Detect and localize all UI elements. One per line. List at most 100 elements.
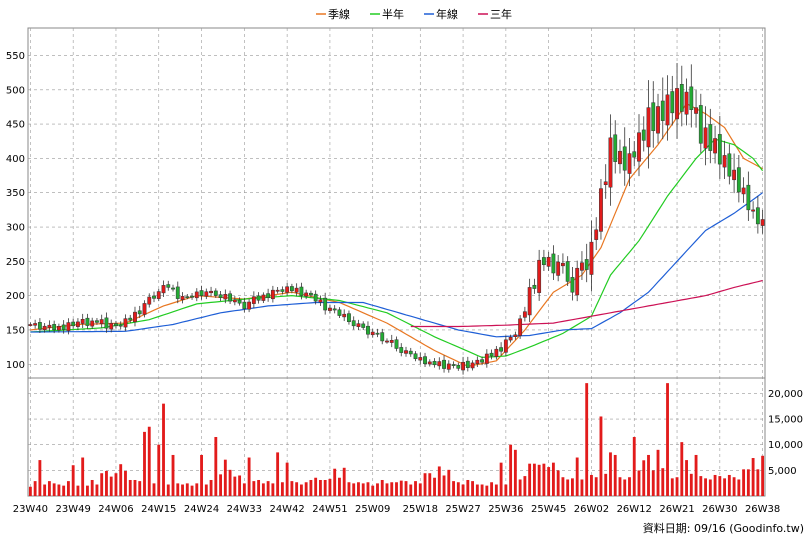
price-tick-label-500: 500 xyxy=(6,85,25,96)
candle-body-39 xyxy=(213,290,218,296)
volume-bar-130 xyxy=(647,454,650,496)
candle-body-7 xyxy=(61,324,66,330)
volume-bar-81 xyxy=(414,481,417,496)
volume-bar-1 xyxy=(33,481,37,496)
candle-body-153 xyxy=(755,207,760,225)
candle-body-133 xyxy=(660,100,665,121)
legend-label-0: 季線 xyxy=(328,7,350,21)
volume-bar-111 xyxy=(556,470,560,496)
volume-bar-131 xyxy=(651,470,655,496)
candle-body-119 xyxy=(594,229,599,240)
legend: 季線 半年 年線 三年 xyxy=(316,7,512,21)
volume-bar-12 xyxy=(86,485,89,496)
volume-bar-104 xyxy=(523,476,527,496)
candle-body-72 xyxy=(370,331,375,336)
volume-bar-100 xyxy=(504,484,508,496)
volume-bar-148 xyxy=(732,477,736,496)
candle-body-151 xyxy=(746,184,751,211)
candle-body-27 xyxy=(156,291,161,299)
candle-body-93 xyxy=(470,362,475,369)
candle-body-152 xyxy=(751,209,756,212)
volume-tick-label-20000: 20,000 xyxy=(768,389,803,400)
volume-bar-93 xyxy=(471,481,475,496)
x-tick-label-13: 26W02 xyxy=(574,504,609,515)
candle-body-21 xyxy=(128,317,133,321)
volume-bar-24 xyxy=(143,431,146,496)
volume-bar-69 xyxy=(357,482,360,496)
candle-body-150 xyxy=(741,187,746,195)
candle-body-55 xyxy=(289,286,294,292)
volume-bar-151 xyxy=(746,469,750,496)
candle-body-18 xyxy=(114,323,118,327)
candle-body-130 xyxy=(646,107,651,148)
candle-body-14 xyxy=(95,320,99,323)
volume-bar-120 xyxy=(599,416,603,496)
volume-bar-39 xyxy=(214,437,218,496)
volume-bar-125 xyxy=(623,479,627,496)
volume-bar-144 xyxy=(713,474,717,496)
candle-body-54 xyxy=(285,286,290,293)
candle-body-13 xyxy=(90,320,95,327)
candle-body-59 xyxy=(308,292,313,296)
volume-bar-23 xyxy=(138,481,142,496)
volume-bar-13 xyxy=(90,479,94,496)
ma-line-2 xyxy=(30,192,763,338)
candle-body-144 xyxy=(713,138,717,154)
volume-bar-115 xyxy=(575,457,579,496)
candle-body-112 xyxy=(561,262,565,267)
candle-body-33 xyxy=(185,296,190,299)
volume-bar-62 xyxy=(323,479,327,496)
candle-body-100 xyxy=(503,339,508,353)
candle-body-97 xyxy=(489,352,494,357)
candle-body-114 xyxy=(570,277,575,293)
legend-label-1: 半年 xyxy=(382,7,404,21)
candle-body-10 xyxy=(76,321,80,327)
volume-bar-60 xyxy=(314,477,318,496)
candle-body-60 xyxy=(313,293,318,302)
data-date-footer: 資料日期: 09/16 (Goodinfo.tw) xyxy=(643,521,804,535)
volume-bar-19 xyxy=(119,464,123,496)
candle-body-111 xyxy=(556,261,561,276)
volume-bar-105 xyxy=(528,463,532,496)
candle-body-6 xyxy=(56,326,61,331)
volume-bar-56 xyxy=(295,482,299,496)
volume-bar-127 xyxy=(632,437,636,496)
volume-bar-124 xyxy=(618,477,622,496)
volume-bar-27 xyxy=(157,444,161,496)
volume-bar-78 xyxy=(399,480,403,496)
candle-body-120 xyxy=(599,188,603,232)
candle-body-26 xyxy=(152,295,156,299)
volume-bar-74 xyxy=(380,479,384,496)
volume-bar-66 xyxy=(342,467,346,496)
volume-bar-135 xyxy=(670,478,674,496)
price-tick-label-550: 550 xyxy=(6,51,25,62)
volume-bar-18 xyxy=(114,473,118,496)
volume-bar-58 xyxy=(304,482,308,496)
candle-body-103 xyxy=(518,318,523,336)
volume-bar-153 xyxy=(756,469,760,496)
volume-bar-29 xyxy=(166,484,170,496)
candle-body-104 xyxy=(522,311,527,318)
legend-label-2: 年線 xyxy=(436,7,458,21)
candle-body-48 xyxy=(256,295,261,301)
candle-body-4 xyxy=(47,324,52,328)
volume-bar-96 xyxy=(485,485,489,496)
volume-bar-32 xyxy=(181,484,184,496)
candle-body-67 xyxy=(347,313,351,322)
candle-body-62 xyxy=(323,297,328,311)
volume-bar-67 xyxy=(347,482,351,496)
volume-bar-106 xyxy=(532,463,536,496)
candle-body-137 xyxy=(679,84,684,112)
candle-body-32 xyxy=(180,296,185,300)
candle-body-77 xyxy=(394,339,399,349)
candle-body-92 xyxy=(465,360,470,368)
candle-body-24 xyxy=(142,303,147,315)
volume-bar-138 xyxy=(685,460,688,496)
volume-bar-107 xyxy=(537,464,541,496)
price-tick-label-400: 400 xyxy=(6,154,25,165)
volume-bar-57 xyxy=(299,484,303,496)
volume-bar-71 xyxy=(366,482,370,496)
volume-bar-76 xyxy=(390,482,394,496)
volume-bar-70 xyxy=(361,483,365,496)
volume-bar-34 xyxy=(190,485,194,496)
